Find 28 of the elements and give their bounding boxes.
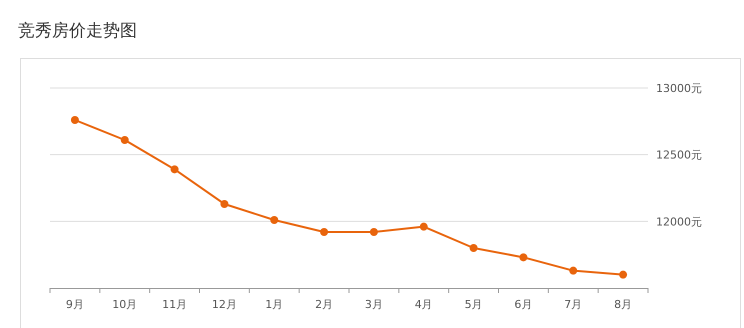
y-tick-label: 12500元 xyxy=(656,148,702,162)
y-tick-label: 13000元 xyxy=(656,82,702,95)
x-tick-label: 7月 xyxy=(564,298,582,311)
x-tick-label: 2月 xyxy=(315,298,334,311)
point xyxy=(270,216,278,224)
point xyxy=(519,253,528,262)
point xyxy=(170,165,179,174)
point xyxy=(70,116,79,124)
x-tick-label: 11月 xyxy=(162,298,188,311)
y-tick-label: 12000元 xyxy=(656,215,702,228)
point xyxy=(120,136,129,144)
x-tick-label: 10月 xyxy=(112,298,138,311)
x-tick-label: 8月 xyxy=(614,298,632,311)
chart-title: 竞秀房价走势图 xyxy=(18,21,137,41)
x-tick-label: 5月 xyxy=(464,298,483,311)
x-tick-label: 4月 xyxy=(414,298,433,311)
point xyxy=(320,228,328,236)
point xyxy=(569,266,578,275)
point xyxy=(470,244,478,252)
point xyxy=(619,270,628,279)
point xyxy=(370,228,378,236)
point xyxy=(220,200,228,208)
x-tick-label: 3月 xyxy=(364,298,383,311)
x-tick-label: 6月 xyxy=(514,298,532,311)
x-tick-label: 12月 xyxy=(212,298,237,311)
point xyxy=(420,222,428,231)
x-tick-label: 9月 xyxy=(66,298,84,311)
x-tick-label: 1月 xyxy=(265,298,284,311)
